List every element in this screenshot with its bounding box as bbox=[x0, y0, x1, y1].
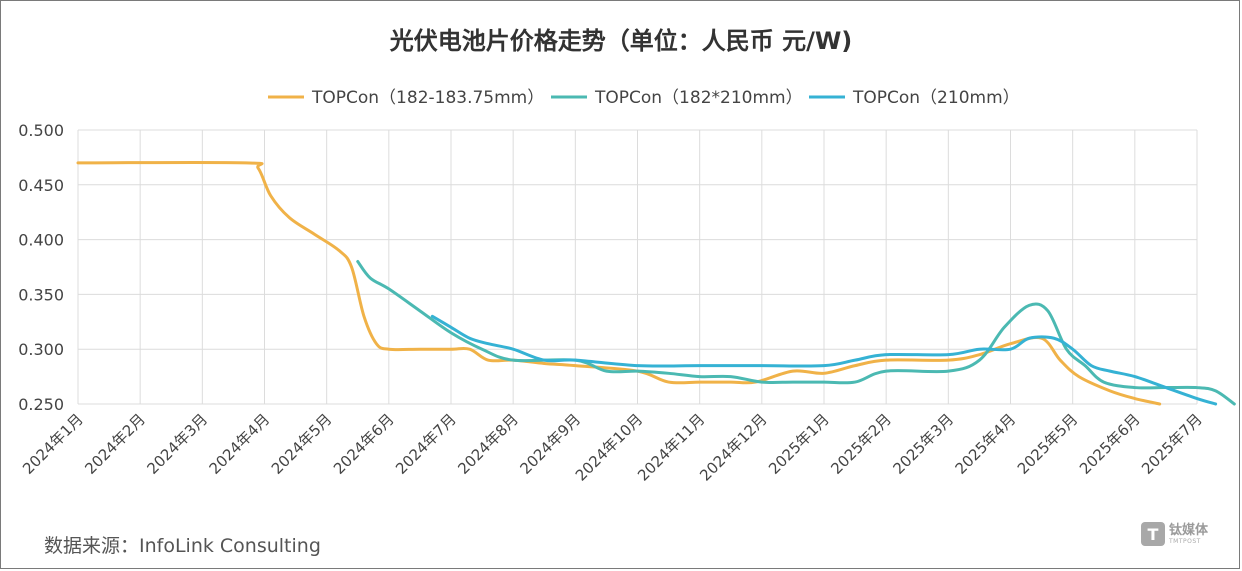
x-tick-label: 2025年2月 bbox=[827, 410, 895, 478]
x-axis: 2024年1月2024年2月2024年3月2024年4月2024年5月2024年… bbox=[19, 410, 1206, 484]
x-tick-label: 2024年8月 bbox=[454, 410, 522, 478]
series-line-1 bbox=[76, 160, 1162, 406]
y-tick-label: 0.500 bbox=[18, 121, 64, 140]
chart-title: 光伏电池片价格走势（单位：人民币 元/W) bbox=[389, 27, 853, 55]
x-tick-label: 2025年4月 bbox=[952, 410, 1020, 478]
x-tick-label: 2024年12月 bbox=[696, 410, 770, 484]
source-note: 数据来源：InfoLink Consulting bbox=[44, 535, 321, 557]
x-tick-label: 2025年5月 bbox=[1014, 410, 1082, 478]
y-tick-label: 0.300 bbox=[18, 340, 64, 359]
x-tick-label: 2024年2月 bbox=[81, 410, 149, 478]
y-tick-label: 0.400 bbox=[18, 231, 64, 250]
x-tick-label: 2024年4月 bbox=[206, 410, 274, 478]
y-tick-label: 0.250 bbox=[18, 395, 64, 414]
x-tick-label: 2025年3月 bbox=[889, 410, 957, 478]
grid bbox=[77, 129, 1198, 405]
x-tick-label: 2024年7月 bbox=[392, 410, 460, 478]
x-tick-label: 2025年1月 bbox=[765, 410, 833, 478]
legend-item-1[interactable]: TOPCon（182-183.75mm） bbox=[268, 88, 544, 108]
x-tick-label: 2024年5月 bbox=[268, 410, 336, 478]
legend-label: TOPCon（182*210mm） bbox=[594, 88, 803, 108]
series-line-2 bbox=[356, 260, 1236, 406]
x-tick-label: 2024年1月 bbox=[19, 410, 87, 478]
series-lines bbox=[76, 160, 1236, 406]
x-tick-label: 2024年9月 bbox=[516, 410, 584, 478]
legend-item-2[interactable]: TOPCon（182*210mm） bbox=[551, 88, 803, 108]
x-tick-label: 2024年6月 bbox=[330, 410, 398, 478]
series-line-3 bbox=[430, 314, 1218, 406]
watermark-en: TMTPOST bbox=[1169, 537, 1201, 545]
tmtpost-logo-icon: T bbox=[1141, 522, 1165, 546]
y-tick-label: 0.450 bbox=[18, 176, 64, 195]
legend-item-3[interactable]: TOPCon（210mm） bbox=[809, 88, 1020, 108]
x-tick-label: 2025年6月 bbox=[1076, 410, 1144, 478]
y-tick-label: 0.350 bbox=[18, 285, 64, 304]
legend-label: TOPCon（182-183.75mm） bbox=[311, 88, 544, 108]
x-tick-label: 2024年3月 bbox=[143, 410, 211, 478]
x-tick-label: 2025年7月 bbox=[1138, 410, 1206, 478]
legend: TOPCon（182-183.75mm） TOPCon（182*210mm） TOP… bbox=[268, 88, 1020, 108]
y-axis: 0.250 0.300 0.350 0.400 0.450 0.500 bbox=[18, 121, 64, 414]
legend-label: TOPCon（210mm） bbox=[852, 88, 1020, 108]
tmtpost-watermark: T 钛媒体 TMTPOST bbox=[1141, 522, 1208, 546]
watermark-cn: 钛媒体 bbox=[1169, 522, 1209, 538]
